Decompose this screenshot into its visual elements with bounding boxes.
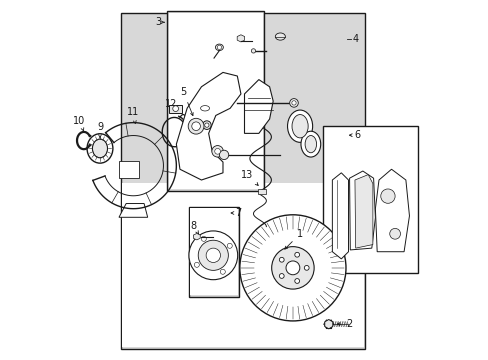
Polygon shape	[354, 175, 372, 248]
Circle shape	[291, 101, 296, 105]
Text: 10: 10	[73, 116, 85, 131]
Circle shape	[389, 228, 400, 239]
Polygon shape	[193, 233, 200, 240]
Circle shape	[220, 269, 225, 274]
Circle shape	[285, 261, 299, 275]
Text: 3: 3	[155, 17, 161, 27]
Circle shape	[204, 123, 208, 127]
Circle shape	[219, 150, 228, 159]
Circle shape	[214, 148, 220, 154]
Text: 1: 1	[284, 229, 303, 249]
Circle shape	[201, 236, 206, 241]
Text: 4: 4	[351, 35, 358, 44]
Text: 6: 6	[353, 130, 359, 140]
Circle shape	[217, 45, 221, 49]
Bar	[190, 208, 238, 296]
Polygon shape	[119, 203, 147, 217]
Circle shape	[380, 189, 394, 203]
Text: 5: 5	[180, 87, 193, 116]
Circle shape	[211, 145, 223, 157]
Circle shape	[239, 215, 346, 321]
Circle shape	[198, 240, 228, 270]
Polygon shape	[324, 319, 332, 329]
Bar	[169, 105, 182, 113]
Circle shape	[188, 118, 203, 134]
Bar	[121, 13, 364, 348]
Ellipse shape	[200, 105, 209, 111]
Polygon shape	[375, 169, 408, 252]
Polygon shape	[244, 80, 273, 134]
Circle shape	[294, 252, 299, 257]
Ellipse shape	[92, 139, 107, 158]
Text: 2: 2	[336, 319, 352, 329]
Circle shape	[279, 257, 284, 262]
Ellipse shape	[305, 135, 316, 153]
Bar	[122, 183, 363, 347]
Ellipse shape	[215, 44, 223, 50]
Ellipse shape	[287, 110, 312, 142]
Circle shape	[194, 262, 199, 267]
Bar	[168, 13, 262, 189]
Text: 12: 12	[165, 99, 177, 112]
Circle shape	[294, 279, 299, 283]
Text: 11: 11	[127, 107, 139, 123]
Text: 13: 13	[241, 170, 258, 185]
Text: 9: 9	[97, 122, 103, 138]
Circle shape	[172, 106, 178, 112]
Bar	[167, 12, 264, 191]
Circle shape	[304, 265, 308, 270]
Circle shape	[191, 122, 200, 131]
Polygon shape	[332, 173, 348, 259]
Text: 8: 8	[190, 221, 198, 234]
Circle shape	[206, 248, 220, 262]
Ellipse shape	[251, 49, 255, 53]
Circle shape	[279, 274, 284, 278]
Polygon shape	[176, 72, 241, 180]
Circle shape	[227, 243, 232, 248]
Polygon shape	[237, 35, 244, 42]
Circle shape	[289, 99, 298, 107]
Ellipse shape	[87, 134, 113, 163]
Ellipse shape	[301, 131, 320, 157]
Text: 7: 7	[235, 208, 241, 218]
Bar	[119, 161, 139, 178]
Bar	[258, 189, 265, 194]
Bar	[323, 126, 418, 273]
Ellipse shape	[291, 114, 307, 138]
Circle shape	[188, 231, 237, 280]
Circle shape	[271, 247, 313, 289]
Circle shape	[202, 121, 211, 130]
Bar	[188, 207, 239, 297]
Ellipse shape	[275, 33, 285, 40]
Polygon shape	[349, 171, 375, 250]
